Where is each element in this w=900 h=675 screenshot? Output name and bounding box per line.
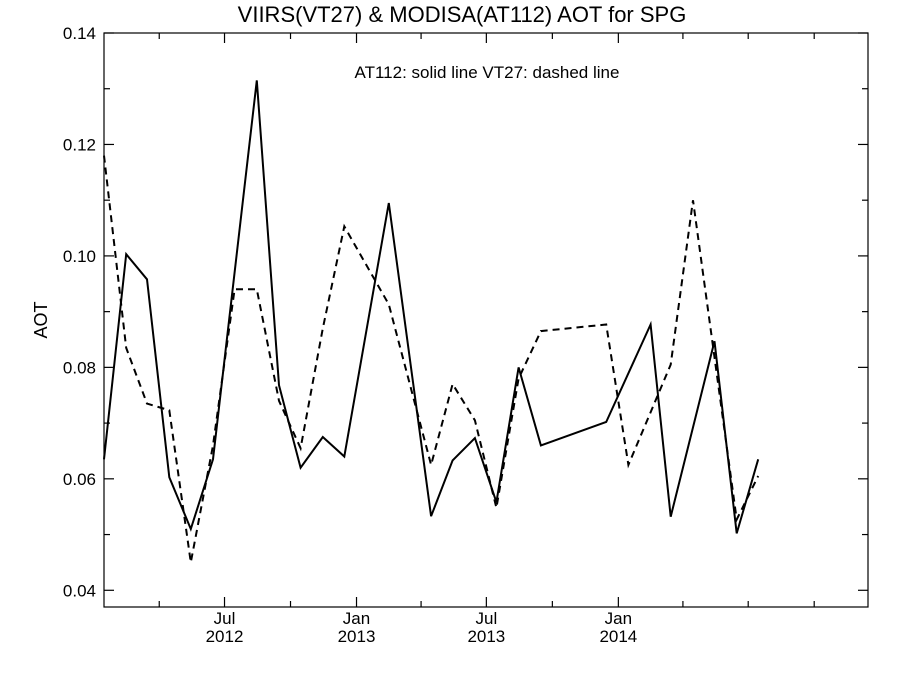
chart-title: VIIRS(VT27) & MODISA(AT112) AOT for SPG bbox=[238, 2, 687, 27]
y-axis-label: AOT bbox=[31, 301, 51, 338]
x-tick-year-label: 2014 bbox=[599, 627, 637, 646]
x-tick-month-label: Jul bbox=[475, 609, 497, 628]
y-tick-label: 0.08 bbox=[63, 358, 96, 377]
plot-frame bbox=[103, 32, 869, 608]
x-tick-year-label: 2013 bbox=[338, 627, 376, 646]
y-tick-label: 0.04 bbox=[63, 581, 96, 600]
x-tick-month-label: Jan bbox=[605, 609, 632, 628]
series-lines bbox=[103, 80, 760, 563]
axis-ticks: 0.040.060.080.100.120.14Jul2012Jan2013Ju… bbox=[63, 24, 868, 646]
series-line-vt27 bbox=[103, 155, 760, 563]
x-tick-month-label: Jan bbox=[343, 609, 370, 628]
y-tick-label: 0.06 bbox=[63, 470, 96, 489]
x-tick-year-label: 2012 bbox=[206, 627, 244, 646]
x-tick-year-label: 2013 bbox=[467, 627, 505, 646]
y-tick-label: 0.14 bbox=[63, 24, 96, 43]
legend-annotation: AT112: solid line VT27: dashed line bbox=[355, 63, 620, 82]
y-tick-label: 0.10 bbox=[63, 247, 96, 266]
y-tick-label: 0.12 bbox=[63, 135, 96, 154]
series-line-at112 bbox=[103, 80, 760, 534]
x-tick-month-label: Jul bbox=[214, 609, 236, 628]
